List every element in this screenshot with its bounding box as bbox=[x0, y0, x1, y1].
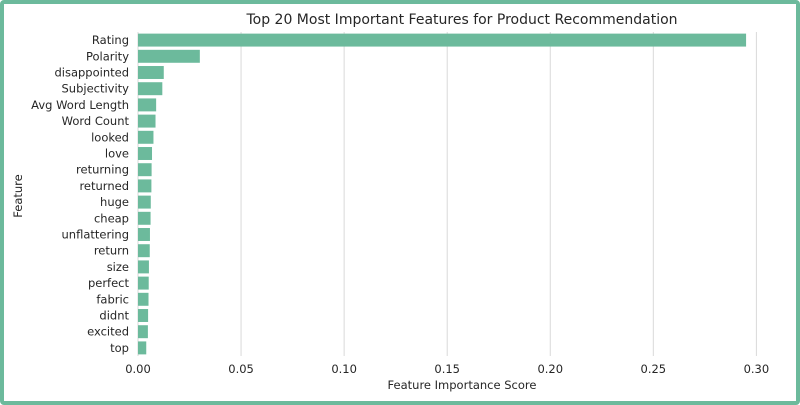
bar bbox=[138, 147, 153, 160]
bar bbox=[138, 276, 149, 290]
y-tick-label: love bbox=[105, 147, 129, 161]
bar bbox=[138, 244, 150, 258]
x-tick-label: 0.30 bbox=[744, 362, 770, 376]
bar bbox=[138, 325, 148, 339]
y-tick-label: size bbox=[107, 260, 129, 274]
bar bbox=[138, 195, 151, 209]
x-tick-label: 0.00 bbox=[125, 362, 151, 376]
bar bbox=[138, 309, 149, 322]
bar bbox=[138, 82, 163, 96]
y-tick-label: Rating bbox=[92, 33, 129, 47]
bars bbox=[138, 33, 747, 355]
y-tick-label: didnt bbox=[99, 309, 129, 323]
x-axis-label: Feature Importance Score bbox=[388, 378, 537, 392]
bar bbox=[138, 260, 149, 274]
bar bbox=[138, 98, 157, 112]
x-tick-label: 0.20 bbox=[537, 362, 563, 376]
bar bbox=[138, 49, 200, 63]
y-tick-label: Avg Word Length bbox=[31, 98, 129, 112]
bar bbox=[138, 228, 150, 241]
y-tick-label: cheap bbox=[94, 211, 129, 225]
bar bbox=[138, 130, 154, 144]
x-tick-label: 0.05 bbox=[228, 362, 254, 376]
chart-title: Top 20 Most Important Features for Produ… bbox=[245, 12, 677, 28]
y-tick-labels: Rating Polarity disappointed Subjectivity Av… bbox=[31, 33, 129, 355]
y-tick-label: unflattering bbox=[62, 228, 129, 242]
x-tick-labels: 0.00 0.05 0.10 0.15 0.20 0.25 0.30 bbox=[125, 362, 769, 376]
bar bbox=[138, 163, 152, 177]
y-tick-label: huge bbox=[100, 195, 129, 209]
y-tick-label: Word Count bbox=[62, 114, 130, 128]
bar bbox=[138, 33, 747, 47]
y-tick-label: Polarity bbox=[86, 49, 129, 63]
x-tick-label: 0.25 bbox=[641, 362, 667, 376]
bar bbox=[138, 292, 149, 306]
y-tick-label: returning bbox=[76, 163, 129, 177]
y-tick-label: returned bbox=[79, 179, 129, 193]
bar bbox=[138, 341, 147, 355]
x-tick-label: 0.10 bbox=[331, 362, 357, 376]
y-tick-label: Subjectivity bbox=[61, 82, 129, 96]
y-tick-label: excited bbox=[87, 325, 129, 339]
y-tick-label: fabric bbox=[96, 292, 129, 306]
y-tick-label: looked bbox=[91, 130, 129, 144]
y-tick-label: disappointed bbox=[54, 66, 129, 80]
x-tick-label: 0.15 bbox=[434, 362, 460, 376]
y-tick-label: top bbox=[110, 341, 129, 355]
bar bbox=[138, 114, 156, 128]
bar bbox=[138, 66, 164, 79]
y-tick-label: perfect bbox=[88, 276, 130, 290]
bar bbox=[138, 179, 152, 193]
y-axis-label: Feature bbox=[11, 174, 25, 217]
y-tick-label: return bbox=[94, 244, 129, 258]
gridlines bbox=[137, 32, 757, 356]
bar bbox=[138, 211, 151, 225]
